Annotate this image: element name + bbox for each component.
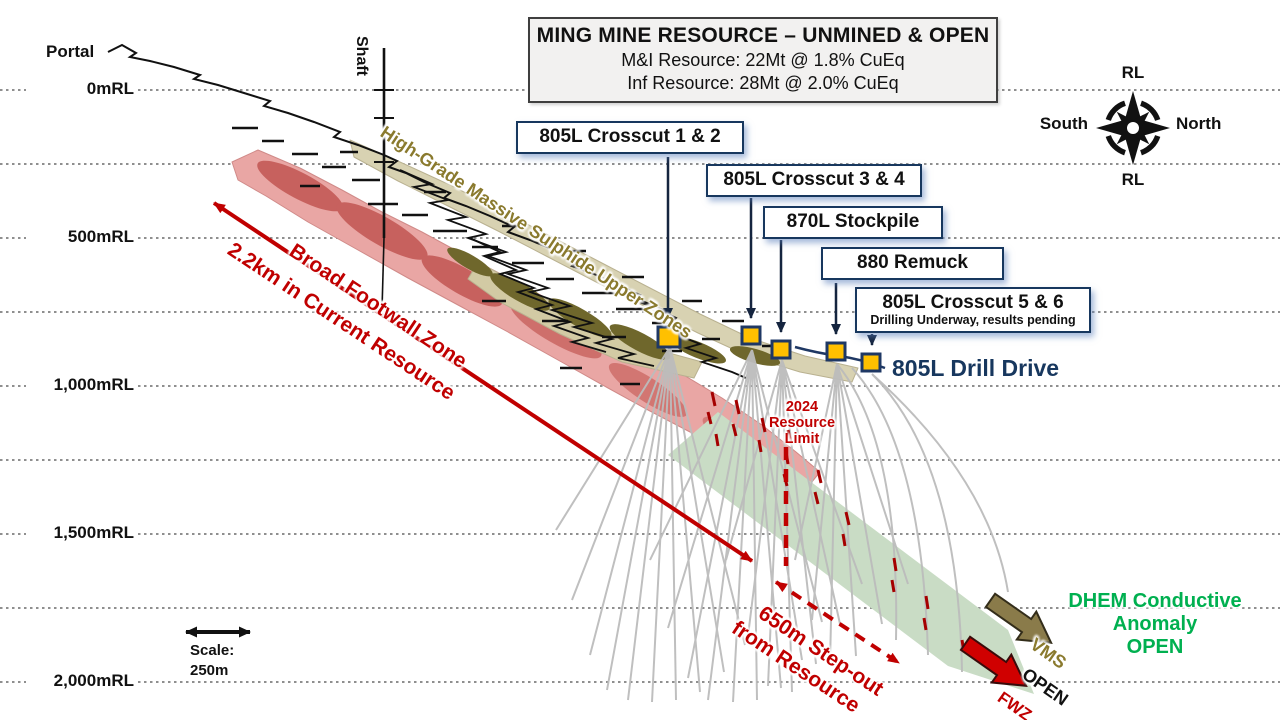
callout-crosscut-1-2: 805L Crosscut 1 & 2 [516,121,744,154]
axis-label-1500mRL: 1,500mRL [26,523,138,543]
marker-crosscut-1-2 [656,325,682,349]
marker-crosscut-5-6 [860,352,882,373]
marker-crosscut-3-4 [740,325,762,346]
marker-880-remuck [825,341,847,362]
vms-block-arrow [984,592,1053,644]
resource-limit-line3: Limit [784,430,820,447]
footwall-extent-arrow [212,201,754,563]
callout-crosscut-5-6-subtitle: Drilling Underway, results pending [870,313,1076,327]
portal-label: Portal [46,42,95,61]
callout-leader-arrows [663,157,877,346]
callout-880-remuck: 880 Remuck [821,247,1004,280]
axis-label-500mRL: 500mRL [26,227,138,247]
dhem-anomaly-label: DHEM Conductive Anomaly OPEN [1040,590,1270,659]
compass-left-label: South [1039,114,1088,133]
dhem-line1: DHEM Conductive [1068,590,1242,612]
fwz-block-arrow [959,635,1028,687]
callout-870L-stockpile-label: 870L Stockpile [786,211,920,232]
compass-rose-icon [1096,91,1170,165]
resource-limit-label: 2024 Resource Limit [757,399,847,448]
scale-caption: Scale: [190,642,235,659]
scale-label: Scale: 250m [190,641,234,680]
callout-crosscut-1-2-label: 805L Crosscut 1 & 2 [539,126,721,147]
dhem-line2: Anomaly [1112,613,1198,635]
resource-title-box: MING MINE RESOURCE – UNMINED & OPEN M&I … [528,17,998,103]
callout-crosscut-5-6-label: 805L Crosscut 5 & 6 [882,292,1064,313]
dhem-line3: OPEN [1126,636,1184,658]
callout-crosscut-3-4-label: 805L Crosscut 3 & 4 [723,169,905,190]
axis-label-0mRL: 0mRL [26,79,138,99]
resource-limit-line2: Resource [768,414,836,431]
scale-value: 250m [190,661,229,679]
compass-bottom-label: RL [1121,170,1145,189]
compass-top-label: RL [1121,63,1145,82]
stepout-arrow [774,580,901,665]
drill-drive-label: 805L Drill Drive [892,355,1060,381]
axis-label-2000mRL: 2,000mRL [26,671,138,691]
callout-crosscut-5-6: 805L Crosscut 5 & 6 Drilling Underway, r… [855,287,1091,333]
resource-limit-line1: 2024 [785,399,819,415]
level-markers [656,325,882,373]
shaft-label: Shaft [353,36,370,76]
resource-title: MING MINE RESOURCE – UNMINED & OPEN [536,24,990,47]
inf-resource-line: Inf Resource: 28Mt @ 2.0% CuEq [627,73,899,93]
callout-crosscut-3-4: 805L Crosscut 3 & 4 [706,164,922,197]
callout-870L-stockpile: 870L Stockpile [763,206,943,239]
mi-resource-line: M&I Resource: 22Mt @ 1.8% CuEq [621,50,905,70]
compass-right-label: North [1176,114,1222,133]
callout-880-remuck-label: 880 Remuck [857,252,968,273]
axis-label-1000mRL: 1,000mRL [26,375,138,395]
marker-870L-stockpile [770,339,792,360]
